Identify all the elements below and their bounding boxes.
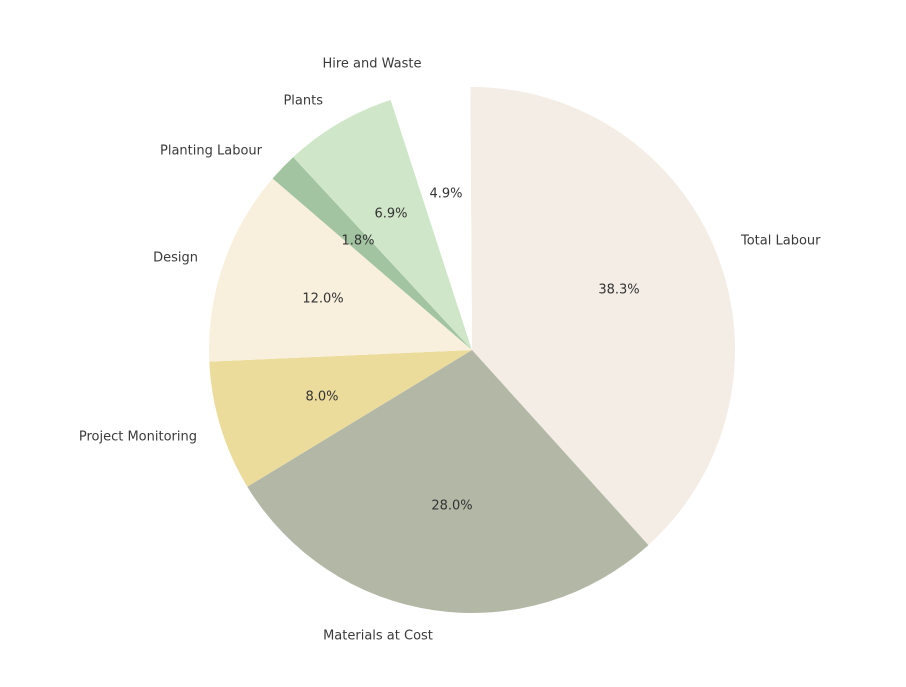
pct-plants: 6.9% [374,206,408,222]
label-total-labour: Total Labour [741,233,821,249]
slice-hire-and-waste [390,87,472,350]
label-planting-labour: Planting Labour [160,143,262,159]
slice-planting-labour [272,157,472,350]
pct-design: 12.0% [302,291,344,307]
pct-hire-and-waste: 4.9% [429,186,463,202]
pct-project-monitoring: 8.0% [305,389,339,405]
slice-project-monitoring [209,350,473,487]
label-hire-and-waste: Hire and Waste [322,56,422,72]
pct-planting-labour: 1.8% [341,233,375,249]
label-project-monitoring: Project Monitoring [78,429,197,445]
slice-plants [293,99,472,351]
slice-materials-at-cost [247,350,649,614]
pct-materials-at-cost: 28.0% [431,498,473,514]
label-plants: Plants [283,93,323,109]
slice-design [209,178,472,362]
pct-total-labour: 38.3% [598,282,640,298]
label-design: Design [153,250,198,266]
label-materials-at-cost: Materials at Cost [323,628,433,644]
slice-total-labour [470,86,736,546]
